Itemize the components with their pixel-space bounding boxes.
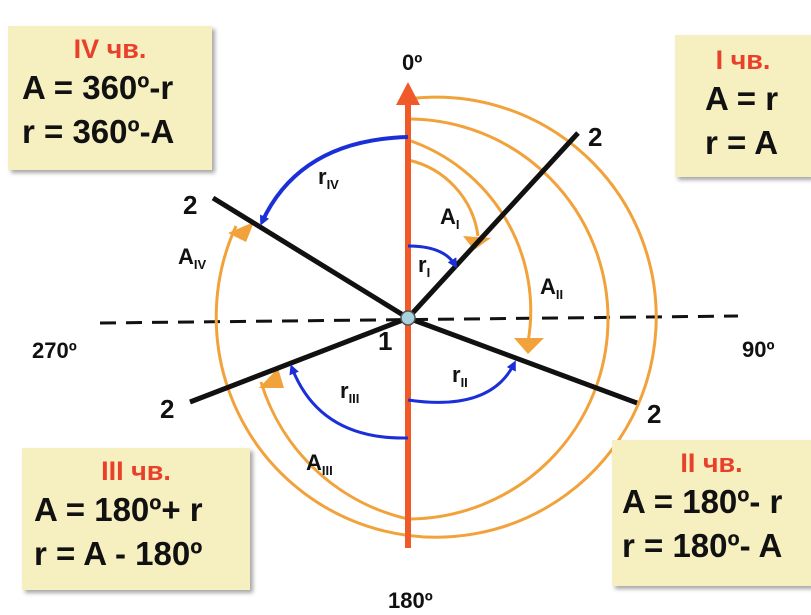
quarter-iv-box: IV чв. A = 360º-r r = 360º-A (8, 26, 212, 170)
quarter-i-title: I чв. (675, 43, 811, 77)
arc-a-iv (216, 97, 656, 537)
ray-quadrant-iii (190, 318, 408, 402)
label-90-deg: 90º (742, 337, 775, 362)
quarter-iv-title: IV чв. (8, 32, 212, 66)
label-a-iv: AIV (178, 244, 207, 272)
label-270-deg: 270º (32, 338, 77, 363)
label-a-iii: AIII (306, 450, 333, 478)
quarter-i-formula-r: r = A (675, 121, 811, 165)
quarter-ii-formula-a: A = 180º- r (612, 480, 811, 524)
quarter-iv-formula-a: A = 360º-r (8, 66, 212, 110)
label-r-ii: rII (452, 362, 468, 390)
label-a-i: AI (440, 204, 460, 232)
label-0-deg: 0º (402, 50, 422, 75)
quarter-iii-box: III чв. A = 180º+ r r = A - 180º (22, 448, 250, 590)
quarter-iii-title: III чв. (22, 454, 250, 488)
label-a-ii: AII (540, 274, 563, 302)
quarter-i-box: I чв. A = r r = A (675, 35, 811, 177)
quarter-iii-formula-a: A = 180º+ r (22, 488, 250, 532)
ray-quadrant-iv (213, 198, 408, 318)
label-ray-2-ii: 2 (647, 399, 661, 429)
vertical-axis-arrowhead (396, 82, 420, 105)
arc-a-ii-head (514, 338, 544, 354)
label-ray-2-i: 2 (588, 122, 602, 152)
quarter-ii-title: II чв. (612, 446, 811, 480)
label-r-iii: rIII (340, 378, 359, 406)
label-180-deg: 180º (388, 588, 433, 613)
arrow-r-i (408, 246, 455, 265)
quarter-i-formula-a: A = r (675, 77, 811, 121)
quarter-iii-formula-r: r = A - 180º (22, 532, 250, 576)
label-r-iv: rIV (318, 164, 339, 192)
quarter-iv-formula-r: r = 360º-A (8, 110, 212, 154)
quarter-ii-box: II чв. A = 180º- r r = 180º- A (612, 440, 811, 586)
label-ray-2-iii: 2 (160, 394, 174, 424)
label-center-1: 1 (378, 326, 392, 356)
label-ray-2-iv: 2 (183, 190, 197, 220)
center-point (401, 311, 415, 325)
quarter-ii-formula-r: r = 180º- A (612, 524, 811, 568)
label-r-i: rI (418, 252, 430, 280)
